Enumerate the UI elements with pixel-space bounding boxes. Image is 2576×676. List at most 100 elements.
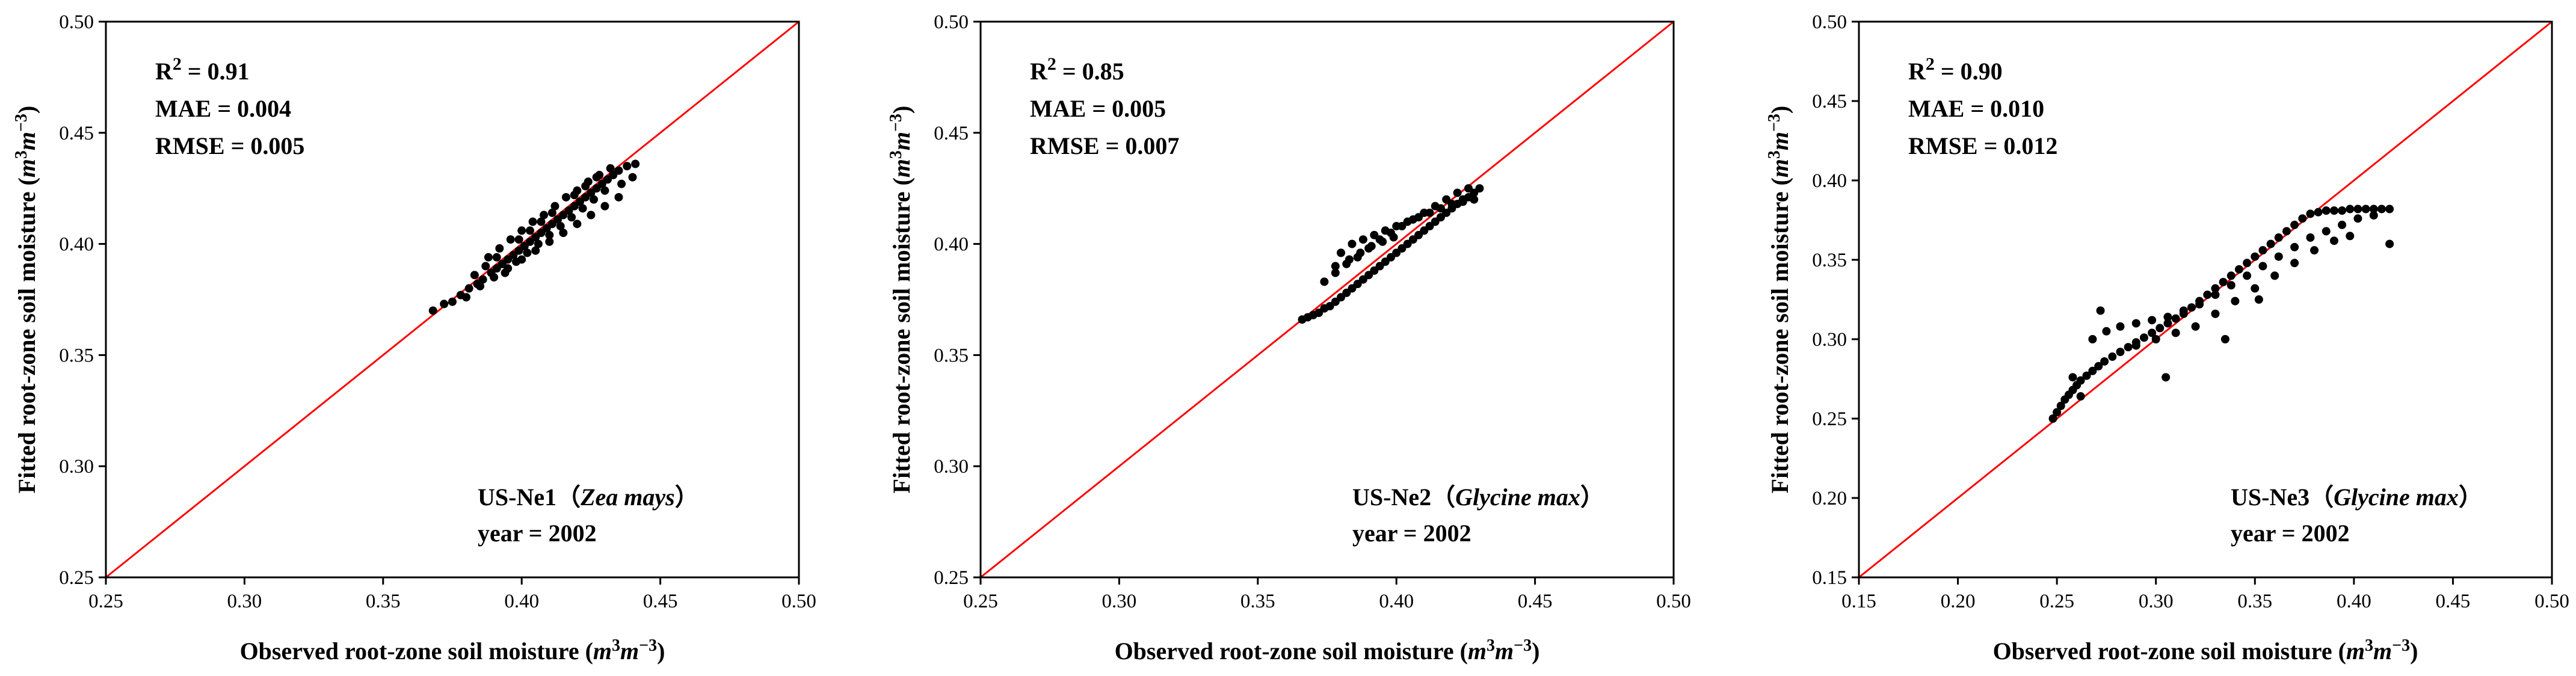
data-point (540, 210, 549, 220)
data-point (2298, 214, 2307, 223)
data-point (2338, 220, 2347, 229)
data-point (556, 222, 565, 231)
data-point (514, 235, 523, 244)
data-point (2082, 371, 2091, 380)
data-point (2243, 271, 2252, 280)
data-point (1356, 248, 1365, 257)
data-point (490, 273, 499, 282)
data-point (1475, 184, 1484, 193)
data-point (2163, 313, 2172, 322)
data-point (2346, 232, 2355, 241)
data-point (2231, 297, 2240, 306)
data-point (631, 159, 640, 168)
x-tick-label: 0.40 (2337, 591, 2371, 612)
data-point (470, 271, 479, 280)
data-point (2163, 319, 2172, 328)
data-point (2219, 277, 2228, 286)
x-tick-label: 0.30 (227, 591, 262, 612)
data-point (1358, 235, 1367, 244)
data-point (2361, 204, 2370, 214)
data-point (2385, 239, 2394, 248)
data-point (592, 173, 601, 182)
data-point (2088, 335, 2097, 343)
scatter-series (2048, 204, 2394, 423)
data-point (2274, 252, 2283, 261)
data-point (495, 244, 504, 253)
data-point (2329, 206, 2338, 215)
data-point (2258, 246, 2267, 255)
x-tick-label: 0.25 (2039, 591, 2074, 612)
data-point (2108, 352, 2117, 361)
x-tick-label: 0.50 (1656, 591, 1691, 612)
data-point (600, 186, 609, 195)
data-point (2131, 319, 2140, 328)
data-point (526, 226, 535, 235)
y-tick-label: 0.20 (1812, 488, 1847, 509)
data-point (1345, 255, 1354, 264)
data-point (547, 208, 556, 217)
mae-label: MAE = 0.010 (1908, 95, 2044, 122)
data-point (523, 248, 532, 257)
data-point (517, 226, 526, 235)
data-point (2322, 206, 2331, 215)
data-point (440, 300, 449, 309)
x-tick-label: 0.45 (643, 591, 678, 612)
data-point (484, 253, 493, 262)
plot-frame (1858, 20, 2553, 579)
scatter-series (428, 159, 640, 315)
x-tick-label: 0.50 (781, 591, 816, 612)
data-point (2266, 239, 2275, 248)
data-point (617, 179, 626, 188)
data-point (559, 229, 568, 238)
data-point (623, 162, 632, 171)
scatter-series (1298, 184, 1484, 324)
y-tick-label: 0.50 (934, 11, 969, 33)
data-point (1453, 188, 1462, 197)
data-point (2053, 408, 2062, 417)
r2-label: R2 = 0.85 (1030, 54, 1124, 85)
y-tick-label: 0.35 (59, 345, 94, 366)
x-tick-label: 0.30 (1102, 591, 1137, 612)
data-point (2203, 290, 2212, 300)
data-point (2306, 233, 2315, 242)
y-tick-label: 0.25 (934, 567, 969, 589)
data-point (570, 191, 579, 200)
data-point (1320, 277, 1329, 286)
x-tick-label: 0.35 (2237, 591, 2272, 612)
mae-label: MAE = 0.004 (155, 95, 291, 122)
x-axis-title: Observed root-zone soil moisture (m3m−3) (240, 636, 665, 665)
data-point (2155, 324, 2165, 333)
plot-frame (105, 20, 800, 579)
data-point (606, 164, 615, 173)
x-tick-label: 0.45 (1518, 591, 1553, 612)
x-tick-label: 0.40 (504, 591, 539, 612)
data-point (1378, 237, 1387, 246)
data-point (2282, 227, 2291, 236)
data-point (545, 230, 554, 239)
data-point (2346, 204, 2355, 214)
data-point (2171, 314, 2180, 323)
data-point (511, 257, 520, 266)
data-point (573, 220, 582, 229)
data-point (2251, 252, 2260, 261)
data-point (2211, 290, 2220, 300)
data-point (1425, 208, 1434, 217)
data-point (2139, 333, 2148, 342)
x-tick-label: 0.50 (2534, 591, 2569, 612)
data-point (1331, 268, 1340, 277)
mae-label: MAE = 0.005 (1030, 95, 1166, 122)
data-point (2179, 306, 2188, 315)
chart-panel-ne3: 0.15 0.20 0.25 0.30 0.35 0.40 0.45 0.50 0.15 0.20… (1765, 11, 2569, 665)
data-point (2195, 300, 2204, 309)
data-point (464, 284, 473, 293)
y-tick-label: 0.25 (59, 567, 94, 589)
data-point (590, 195, 599, 204)
data-point (2243, 259, 2252, 268)
reference-line-1to1 (1858, 20, 2553, 579)
data-point (2310, 246, 2319, 255)
data-point (2369, 211, 2378, 220)
data-point (2124, 343, 2133, 352)
y-tick-label: 0.40 (934, 234, 969, 256)
data-point (2162, 373, 2171, 382)
y-tick-label: 0.30 (934, 456, 969, 478)
